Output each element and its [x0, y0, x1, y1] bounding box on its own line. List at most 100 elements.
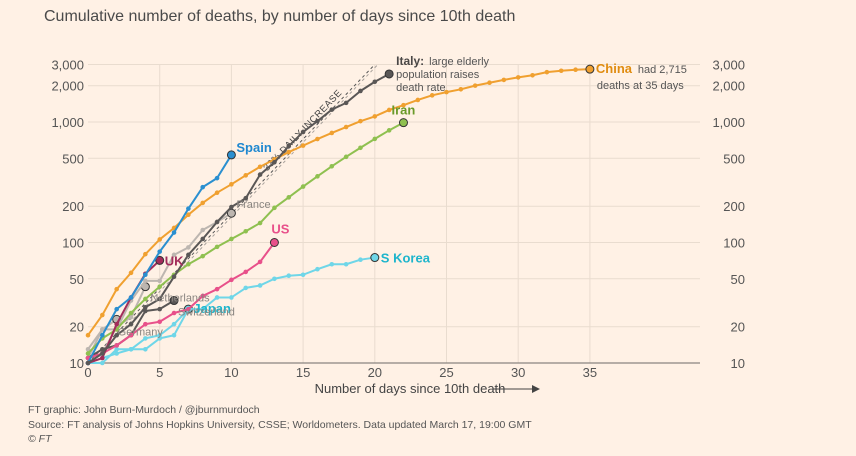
series-china	[85, 64, 595, 338]
y-tick-label-left: 200	[62, 199, 84, 214]
point-iran	[85, 351, 91, 356]
point-france	[143, 278, 148, 284]
label-us: US	[271, 222, 289, 237]
y-tick-label-left: 50	[70, 272, 84, 287]
series-spain	[85, 150, 236, 366]
point-china	[329, 130, 335, 136]
point-france	[157, 278, 162, 284]
point-china	[358, 118, 363, 124]
label-italy-note3: death rate	[396, 82, 446, 94]
chart-subtitle: Cumulative number of deaths, by number o…	[44, 8, 516, 25]
point-italy	[272, 159, 277, 165]
point-japan	[143, 336, 148, 341]
point-china	[386, 107, 392, 113]
point-japan	[157, 332, 162, 338]
point-italy	[143, 304, 148, 310]
point-s-korea	[358, 257, 363, 262]
series-italy	[85, 69, 394, 366]
point-italy	[329, 107, 335, 112]
point-china	[544, 69, 550, 75]
y-tick-label-right: 50	[731, 272, 745, 287]
point-italy	[171, 274, 177, 280]
point-uk	[114, 321, 119, 327]
y-tick-label-left: 2,000	[51, 79, 84, 94]
endpoint-uk	[155, 255, 165, 265]
point-china	[458, 86, 464, 92]
label-s-korea: S Korea	[381, 251, 431, 266]
point-iran	[358, 145, 363, 151]
point-us	[171, 310, 177, 316]
point-spain	[143, 272, 148, 278]
point-france	[100, 327, 105, 332]
point-iran	[200, 253, 206, 259]
point-iran	[386, 128, 392, 133]
point-s-korea	[343, 261, 349, 267]
label-italy-note2: population raises	[396, 69, 480, 81]
line-japan	[88, 308, 190, 364]
point-us	[157, 319, 162, 325]
point-us	[229, 277, 234, 283]
point-iran	[300, 184, 306, 189]
point-s-korea	[157, 336, 162, 341]
point-s-korea	[229, 295, 234, 300]
label-china-note: had 2,715	[638, 64, 687, 76]
point-italy	[100, 351, 105, 356]
point-china	[85, 332, 91, 338]
point-spain	[114, 306, 119, 312]
point-china	[472, 83, 478, 88]
point-japan	[114, 346, 119, 352]
point-italy	[114, 332, 119, 338]
endpoint-italy	[384, 69, 394, 79]
point-iran	[214, 244, 220, 250]
point-us	[200, 293, 206, 299]
point-china	[186, 212, 191, 218]
point-italy	[200, 236, 206, 242]
point-china	[229, 182, 234, 187]
point-france	[200, 227, 206, 233]
point-iran	[257, 220, 263, 226]
point-china	[501, 77, 507, 83]
x-tick-label: 30	[511, 365, 525, 380]
point-italy	[286, 143, 292, 149]
point-spain	[171, 230, 177, 235]
point-china	[257, 164, 263, 170]
point-italy	[157, 296, 162, 302]
point-us	[243, 269, 249, 275]
point-switzerland	[157, 306, 162, 312]
point-s-korea	[272, 276, 277, 282]
point-spain	[128, 295, 134, 300]
point-china	[100, 312, 105, 318]
label-china-note2: deaths at 35 days	[597, 80, 684, 92]
point-s-korea	[114, 351, 119, 356]
point-spain	[100, 332, 105, 338]
point-s-korea	[143, 346, 148, 352]
point-italy	[358, 88, 363, 94]
point-china	[401, 102, 406, 108]
point-china	[114, 286, 119, 292]
point-china	[286, 149, 292, 155]
point-iran	[343, 154, 349, 160]
point-italy	[128, 321, 134, 327]
point-spain	[200, 184, 206, 190]
point-china	[243, 173, 249, 178]
x-tick-label: 25	[439, 365, 453, 380]
point-spain	[214, 175, 220, 181]
point-china	[415, 97, 421, 103]
label-switzerland: Switzerland	[178, 307, 235, 319]
endpoint-china	[585, 64, 595, 74]
point-italy	[372, 79, 378, 85]
point-iran	[186, 261, 191, 267]
point-china	[530, 72, 535, 78]
point-italy	[214, 219, 220, 225]
point-iran	[372, 136, 378, 142]
point-us	[257, 259, 263, 265]
endpoint-iran	[398, 118, 408, 128]
y-tick-label-left: 3,000	[51, 58, 84, 73]
label-france: France	[236, 199, 270, 211]
point-china	[300, 143, 306, 148]
label-iran: Iran	[391, 103, 415, 118]
point-iran	[329, 163, 335, 169]
y-tick-label-right: 500	[723, 151, 745, 166]
label-spain: Spain	[236, 140, 271, 155]
